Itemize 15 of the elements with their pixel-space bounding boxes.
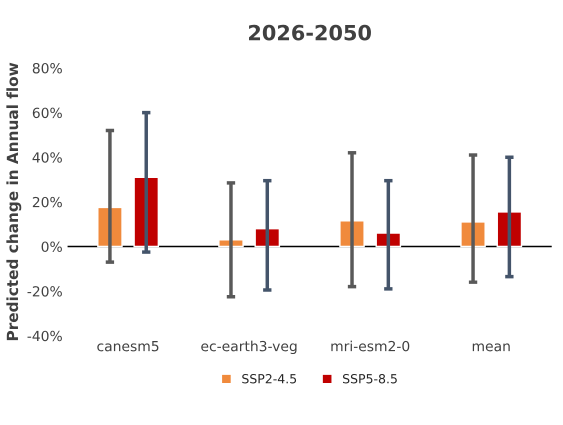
y-tick-label: -20% bbox=[27, 286, 62, 297]
x-tick-label: mean bbox=[472, 343, 510, 352]
y-tick-label: -40% bbox=[27, 330, 62, 342]
legend-label: SSP5-8.5 bbox=[342, 374, 397, 384]
legend-label: SSP2-4.5 bbox=[242, 374, 296, 384]
y-tick-label: 20% bbox=[32, 196, 62, 208]
y-tick-label: 60% bbox=[32, 108, 62, 118]
chart-title: 2026-2050 bbox=[248, 24, 371, 41]
y-tick-label: 0% bbox=[42, 241, 62, 252]
x-tick-label: ec-earth3-veg bbox=[201, 340, 296, 354]
x-tick-label: canesm5 bbox=[97, 341, 158, 352]
y-axis-title: Predicted change in Annual flow bbox=[6, 62, 22, 340]
y-tick-label: 40% bbox=[32, 152, 62, 163]
y-tick-label: 80% bbox=[32, 62, 62, 74]
x-tick-label: mri-esm2-0 bbox=[331, 340, 410, 352]
